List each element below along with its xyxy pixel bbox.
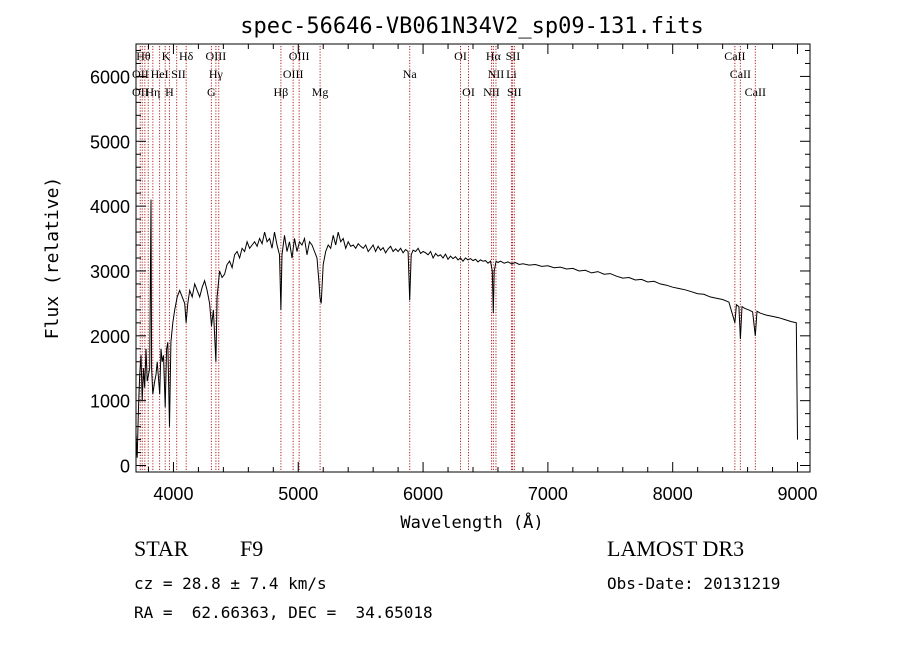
y-axis-label: Flux (relative) [42,177,63,340]
line-label-25: NII [483,85,500,99]
observation-date: Obs-Date: 20131219 [607,574,781,593]
line-label-15: NII [488,67,505,81]
object-subclass: F9 [240,536,264,561]
y-tick-label-4000: 4000 [90,197,130,217]
line-label-21: G [207,85,216,99]
survey-name: LAMOST DR3 [607,536,745,561]
line-label-10: HeI [151,67,169,81]
line-label-23: Mg [312,85,329,99]
y-tick-label-6000: 6000 [90,67,130,87]
axes: 4000 5000 6000 7000 8000 9000 0 1000 2000 3000 400… [90,43,818,504]
line-label-19: Hη [145,85,160,99]
series-layer [135,199,798,458]
line-label-27: CaII [745,85,766,99]
line-label-17: CaII [730,67,751,81]
y-tick-label-5000: 5000 [90,132,130,152]
line-label-16: Li [506,67,517,81]
plot-frame [135,43,811,473]
y-tick-label-1000: 1000 [90,392,130,412]
line-label-8: CaII [724,49,745,63]
x-tick-label-9000: 9000 [777,484,817,504]
line-label-6: Hα [486,49,502,63]
x-tick-label-8000: 8000 [653,484,693,504]
x-axis-label: Wavelength (Å) [400,511,543,533]
line-label-5: OI [454,49,467,63]
object-class: STAR [134,536,189,561]
line-label-1: K [162,49,171,63]
line-label-7: SII [506,49,521,63]
line-label-9: OII [132,67,149,81]
line-markers [139,46,756,472]
line-label-14: Na [403,67,418,81]
line-label-26: SII [507,85,522,99]
x-tick-label-7000: 7000 [528,484,568,504]
y-tick-label-0: 0 [120,457,130,477]
line-label-2: Hδ [179,49,194,63]
chart-title: spec-56646-VB061N34V2_sp09-131.fits [240,14,704,39]
x-tick-label-5000: 5000 [278,484,318,504]
line-label-22: Hβ [274,85,289,99]
line-label-3: OIII [206,49,227,63]
line-label-20: H [165,85,174,99]
y-tick-label-2000: 2000 [90,327,130,347]
coordinates: RA = 62.66363, DEC = 34.65018 [134,603,433,622]
x-tick-label-6000: 6000 [403,484,443,504]
line-label-4: OIII [289,49,310,63]
series-line-0 [135,199,798,458]
line-label-12: Hγ [209,67,224,81]
line-label-13: OIII [283,67,304,81]
line-label-0: Hθ [136,49,151,63]
line-label-24: OI [462,85,475,99]
x-tick-label-4000: 4000 [153,484,193,504]
redshift-velocity: cz = 28.8 ± 7.4 km/s [134,574,327,593]
line-label-11: SII [171,67,186,81]
y-tick-label-3000: 3000 [90,262,130,282]
